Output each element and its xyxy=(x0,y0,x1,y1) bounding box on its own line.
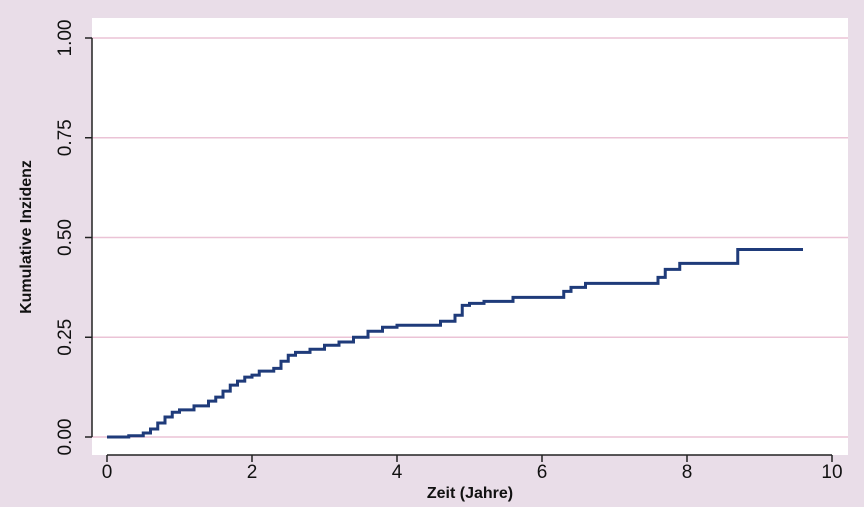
plot-area xyxy=(92,18,848,455)
y-axis-label: Kumulative Inzidenz xyxy=(18,160,35,314)
x-tick-label: 4 xyxy=(392,462,403,483)
y-tick-label: 0.00 xyxy=(55,419,76,456)
x-tick-label: 8 xyxy=(682,462,693,483)
x-axis-label: Zeit (Jahre) xyxy=(427,485,513,502)
y-tick-label: 0.75 xyxy=(55,119,76,156)
x-tick-label: 0 xyxy=(102,462,113,483)
cumulative-line xyxy=(107,247,803,439)
y-tick-label: 0.25 xyxy=(55,319,76,356)
y-tick-label: 1.00 xyxy=(55,20,76,57)
y-tick-label: 0.50 xyxy=(55,219,76,256)
x-tick-label: 10 xyxy=(821,462,842,483)
x-tick-label: 6 xyxy=(537,462,548,483)
x-tick-label: 2 xyxy=(247,462,258,483)
